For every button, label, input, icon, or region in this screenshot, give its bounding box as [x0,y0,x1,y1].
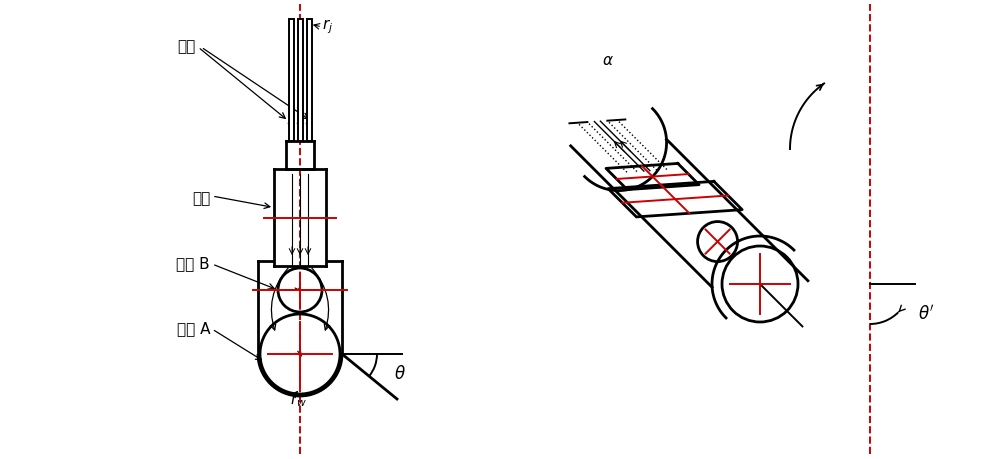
Bar [297,19,302,141]
Text: $\alpha$: $\alpha$ [602,53,614,68]
Text: 导轮 B: 导轮 B [176,257,210,272]
Text: 导轮 A: 导轮 A [176,321,210,336]
Bar [288,19,293,141]
Text: $r_j$: $r_j$ [322,17,333,36]
Text: 腕部: 腕部 [191,191,210,207]
Text: $r_w$: $r_w$ [290,392,307,409]
Text: $\theta$: $\theta$ [394,365,406,383]
Text: $\theta'$: $\theta'$ [918,304,934,323]
Bar [306,19,311,141]
Text: 小爪: 小爪 [176,39,195,55]
